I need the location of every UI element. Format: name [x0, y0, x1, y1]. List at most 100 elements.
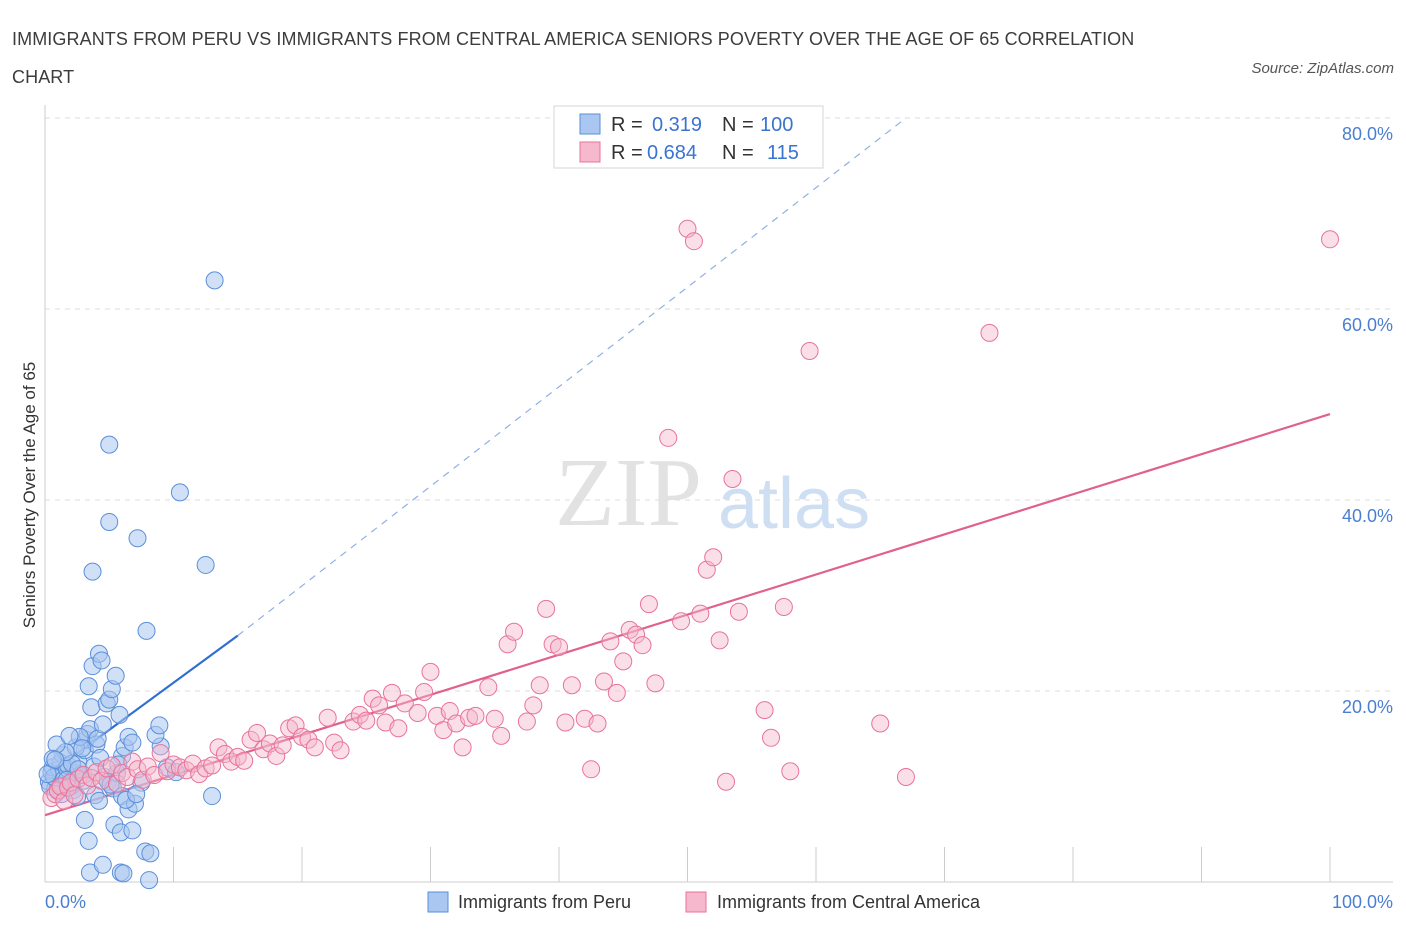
legend-swatch-peru [579, 113, 601, 135]
data-point-peru [79, 677, 98, 696]
data-point-central [639, 595, 658, 614]
data-point-peru [93, 855, 112, 874]
bottom-legend-label-central: Immigrants from Central America [717, 892, 981, 912]
data-point-central [55, 791, 74, 810]
data-point-central [485, 709, 504, 728]
data-point-peru [170, 483, 189, 502]
data-point-central [267, 746, 286, 765]
data-point-peru [46, 750, 65, 769]
y-tick-label: 40.0% [1342, 506, 1393, 526]
data-point-peru [73, 739, 92, 758]
y-tick-labels: 20.0% 40.0% 60.0% 80.0% [1342, 124, 1393, 717]
data-point-central [980, 323, 999, 342]
data-point-central [607, 683, 626, 702]
legend-n-label-peru: N = [722, 114, 754, 136]
data-point-peru [60, 726, 79, 745]
series-central-points [42, 219, 1339, 810]
legend-n-value-central: 115 [767, 142, 799, 164]
data-point-central [646, 674, 665, 693]
data-point-central [305, 738, 324, 757]
watermark-atlas: atlas [718, 464, 870, 544]
y-tick-label: 20.0% [1342, 697, 1393, 717]
correlation-legend: R = 0.319 N = 100 R = 0.684 N = 115 [553, 105, 824, 169]
data-point-central [562, 676, 581, 695]
data-point-peru [205, 271, 224, 290]
data-point-central [102, 756, 121, 775]
data-point-central [710, 631, 729, 650]
data-point-central [723, 469, 742, 488]
y-tick-label: 80.0% [1342, 124, 1393, 144]
data-point-central [273, 736, 292, 755]
data-point-peru [140, 871, 159, 890]
data-point-peru [82, 698, 101, 717]
data-point-central [235, 751, 254, 770]
legend-n-label-central: N = [722, 142, 754, 164]
source-label: Source: ZipAtlas.com [1251, 60, 1394, 77]
data-point-central [395, 694, 414, 713]
data-point-peru [93, 715, 112, 734]
data-point-central [762, 728, 781, 747]
bottom-legend-swatch-central [685, 891, 707, 913]
data-point-peru [114, 864, 133, 883]
data-point-central [896, 767, 915, 786]
data-point-central [594, 672, 613, 691]
data-point-peru [83, 562, 102, 581]
data-point-peru [89, 791, 108, 810]
data-point-central [421, 662, 440, 681]
data-point-central [151, 744, 170, 763]
data-point-central [505, 622, 524, 641]
data-point-peru [196, 555, 215, 574]
data-point-central [51, 777, 70, 796]
bottom-legend-label-peru: Immigrants from Peru [458, 892, 631, 912]
data-point-peru [110, 705, 129, 724]
data-point-central [672, 612, 691, 631]
chart-title: IMMIGRANTS FROM PERU VS IMMIGRANTS FROM … [12, 29, 1135, 87]
data-point-central [781, 762, 800, 781]
data-point-central [107, 774, 126, 793]
data-point-central [659, 428, 678, 447]
data-point-central [382, 683, 401, 702]
data-point-central [82, 768, 101, 787]
data-point-central [729, 602, 748, 621]
data-point-central [524, 696, 543, 715]
data-point-central [460, 708, 479, 727]
data-point-central [363, 689, 382, 708]
data-point-peru [106, 666, 125, 685]
data-point-peru [141, 844, 160, 863]
data-point-central [408, 703, 427, 722]
data-point-central [691, 604, 710, 623]
y-tick-label: 60.0% [1342, 315, 1393, 335]
data-point-central [717, 772, 736, 791]
data-point-central [389, 719, 408, 738]
data-point-central [479, 678, 498, 697]
data-point-central [582, 760, 601, 779]
data-point-central [755, 701, 774, 720]
data-point-central [331, 741, 350, 760]
data-point-peru [109, 755, 128, 774]
data-point-peru [92, 651, 111, 670]
x-tick-labels: 0.0% 100.0% [45, 892, 1393, 912]
data-point-central [87, 763, 106, 782]
data-point-central [704, 548, 723, 567]
data-point-central [203, 756, 222, 775]
legend-r-label-peru: R = [611, 114, 643, 136]
data-point-peru [137, 621, 156, 640]
x-tick-label-min: 0.0% [45, 892, 86, 912]
data-point-peru [100, 512, 119, 531]
bottom-legend-swatch-peru [427, 891, 449, 913]
data-point-peru [150, 716, 169, 735]
data-point-central [344, 712, 363, 731]
data-point-central [222, 752, 241, 771]
series-legend: Immigrants from Peru Immigrants from Cen… [427, 891, 981, 913]
data-point-central [453, 738, 472, 757]
data-point-central [325, 733, 344, 752]
data-point-central [492, 726, 511, 745]
data-point-peru [123, 821, 142, 840]
data-point-central [357, 711, 376, 730]
data-point-central [209, 738, 228, 757]
data-point-central [318, 708, 337, 727]
data-point-peru [123, 733, 142, 752]
data-point-central [556, 713, 575, 732]
data-point-central [128, 760, 147, 779]
